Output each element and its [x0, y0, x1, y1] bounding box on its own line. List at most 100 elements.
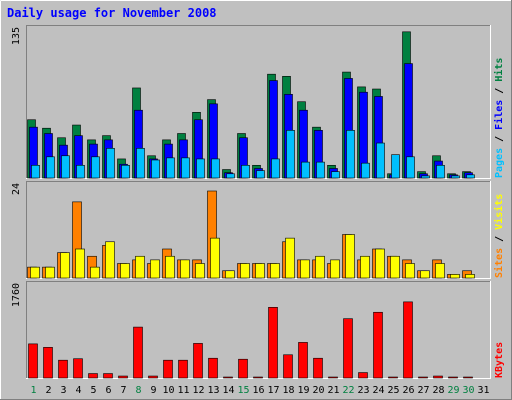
visits-bar — [195, 263, 205, 279]
panel-top-side-legend: Pages / Files / Hits — [493, 58, 505, 178]
side-legend-part: Files — [493, 100, 505, 130]
visits-bar — [180, 259, 190, 279]
visits-bar — [240, 263, 250, 279]
visits-bar — [45, 266, 55, 279]
pages-bar — [436, 164, 445, 179]
visits-bar — [150, 259, 160, 279]
kbytes-bar — [148, 375, 158, 379]
pages-bar — [271, 158, 280, 179]
pages-bar — [451, 175, 460, 179]
panel-middle: 24 Sites / Visits — [11, 181, 505, 279]
pages-bar — [406, 156, 415, 179]
visits-bar — [360, 255, 370, 279]
kbytes-bar — [298, 342, 308, 379]
day-label: 20 — [312, 385, 324, 396]
visits-bar — [30, 266, 40, 279]
panel-bottom-background — [26, 281, 491, 378]
day-label: 13 — [207, 385, 219, 396]
side-legend-part: KBytes — [494, 342, 505, 378]
kbytes-bar — [178, 359, 188, 379]
kbytes-bar — [163, 359, 173, 379]
kbytes-bar — [28, 343, 38, 379]
day-labels: 1 2 3 4 5 6 7 8 9 10 11 12 13 14 15 16 17 18 19 20 21 22 23 24 2… — [30, 385, 489, 396]
pages-bar — [136, 148, 145, 179]
kbytes-bar — [448, 376, 458, 379]
day-label: 7 — [120, 385, 126, 396]
panel-middle-ymax-label: 24 — [11, 183, 22, 195]
day-label: 1 — [30, 385, 36, 396]
panel-top: 135 Pages / Files / Hits — [11, 25, 505, 179]
visits-bar — [225, 270, 235, 279]
pages-bar — [346, 130, 355, 179]
side-legend-part: Pages — [494, 148, 505, 178]
day-label: 10 — [162, 385, 174, 396]
pages-bar — [211, 158, 220, 179]
visits-bar — [285, 237, 295, 279]
side-legend-part: / — [494, 82, 505, 100]
kbytes-bar — [58, 359, 68, 379]
pages-bar — [241, 164, 250, 179]
day-label: 8 — [135, 385, 141, 396]
day-label: 11 — [177, 385, 189, 396]
pages-bar — [361, 162, 370, 179]
pages-bar — [46, 156, 55, 179]
kbytes-bar — [388, 376, 398, 379]
pages-bar — [151, 159, 160, 179]
visits-bar — [420, 270, 430, 279]
pages-bar — [91, 156, 100, 179]
kbytes-bar — [373, 311, 383, 379]
kbytes-bar — [193, 343, 203, 379]
side-legend-part: / — [494, 230, 505, 248]
pages-bar — [181, 157, 190, 179]
visits-bar — [255, 263, 265, 279]
kbytes-bar — [88, 373, 98, 379]
pages-bar — [301, 161, 310, 179]
side-legend-part: Sites — [493, 248, 505, 278]
day-label: 4 — [75, 385, 81, 396]
pages-bar — [166, 157, 175, 179]
visits-bar — [60, 252, 70, 279]
day-label: 18 — [282, 385, 294, 396]
day-label: 16 — [252, 385, 264, 396]
kbytes-bar — [328, 376, 338, 379]
chart-title: Daily usage for November 2008 — [7, 6, 217, 20]
pages-bar — [61, 155, 70, 179]
visits-bar — [435, 263, 445, 279]
kbytes-bar — [268, 307, 278, 379]
day-label: 14 — [222, 385, 234, 396]
day-label: 12 — [192, 385, 204, 396]
kbytes-bar — [343, 318, 353, 379]
visits-bar — [210, 237, 220, 279]
panels-layer: 135 Pages / Files / Hits 24 Sites / Visits 1… — [11, 25, 505, 379]
panel-top-ymax-label: 135 — [11, 27, 22, 45]
pages-bar — [466, 174, 475, 179]
panel-bottom-ymax-label: 1760 — [11, 283, 22, 307]
day-label: 25 — [387, 385, 399, 396]
visits-bar — [450, 274, 460, 279]
day-label: 17 — [267, 385, 279, 396]
visits-bar — [345, 234, 355, 279]
panel-bottom: 1760 KBytes — [11, 281, 505, 379]
day-label: 15 — [237, 385, 249, 396]
pages-bar — [196, 158, 205, 179]
day-label: 3 — [60, 385, 66, 396]
day-label: 5 — [90, 385, 96, 396]
day-label: 28 — [432, 385, 444, 396]
day-label: 19 — [297, 385, 309, 396]
day-label: 23 — [357, 385, 369, 396]
kbytes-bar — [313, 357, 323, 379]
kbytes-bar — [118, 375, 128, 379]
day-label: 24 — [372, 385, 384, 396]
day-label: 29 — [447, 385, 459, 396]
kbytes-bar — [358, 372, 368, 379]
side-legend-part: / — [494, 130, 505, 148]
day-label: 2 — [45, 385, 51, 396]
visits-bar — [135, 255, 145, 279]
visits-bar — [105, 241, 115, 279]
visits-bar — [330, 259, 340, 279]
visits-bar — [405, 263, 415, 279]
day-label: 22 — [342, 385, 354, 396]
day-label: 6 — [105, 385, 111, 396]
pages-bar — [106, 148, 115, 179]
